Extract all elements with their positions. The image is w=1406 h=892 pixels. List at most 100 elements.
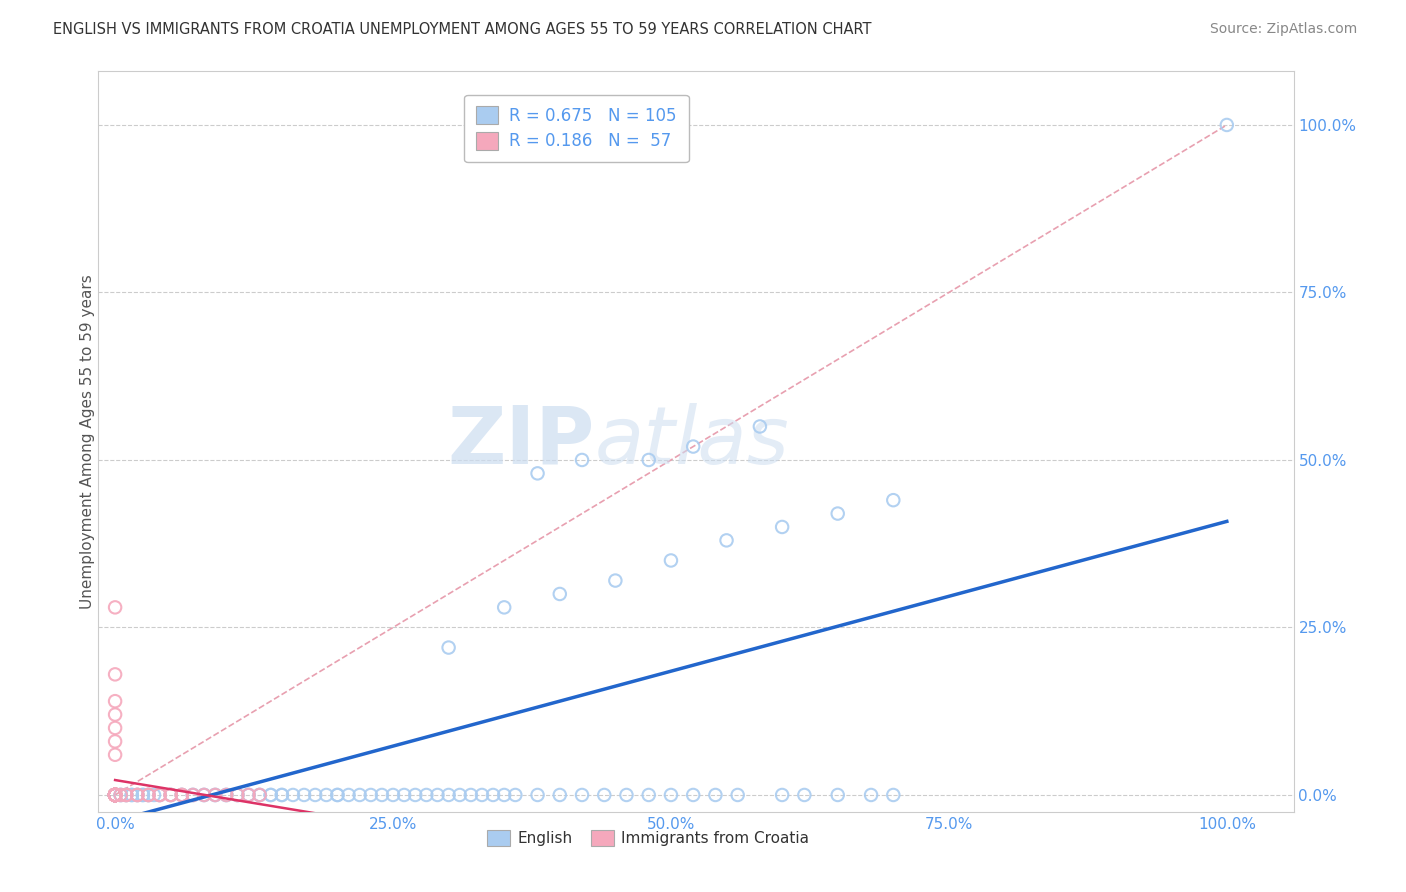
Point xyxy=(159,788,181,802)
Point xyxy=(605,574,627,588)
Point xyxy=(104,788,127,802)
Point xyxy=(392,788,415,802)
Point xyxy=(215,788,238,802)
Point xyxy=(382,788,405,802)
Point xyxy=(104,788,127,802)
Point xyxy=(110,788,132,802)
Point xyxy=(104,788,127,802)
Point xyxy=(104,788,127,802)
Point xyxy=(104,734,127,748)
Point xyxy=(482,788,505,802)
Point xyxy=(104,788,127,802)
Point xyxy=(104,721,127,735)
Point xyxy=(770,520,793,534)
Point xyxy=(727,788,749,802)
Point xyxy=(548,788,571,802)
Point xyxy=(181,788,204,802)
Point xyxy=(415,788,437,802)
Point xyxy=(326,788,349,802)
Point xyxy=(170,788,193,802)
Point xyxy=(110,788,132,802)
Point xyxy=(226,788,249,802)
Point xyxy=(104,788,127,802)
Point xyxy=(159,788,181,802)
Text: Source: ZipAtlas.com: Source: ZipAtlas.com xyxy=(1209,22,1357,37)
Point xyxy=(138,788,160,802)
Point xyxy=(204,788,226,802)
Point xyxy=(121,788,143,802)
Point xyxy=(138,788,160,802)
Point xyxy=(181,788,204,802)
Point xyxy=(104,788,127,802)
Point xyxy=(159,788,181,802)
Point xyxy=(170,788,193,802)
Point xyxy=(716,533,738,548)
Point xyxy=(127,788,149,802)
Point xyxy=(132,788,155,802)
Point xyxy=(104,788,127,802)
Point xyxy=(593,788,616,802)
Point xyxy=(127,788,149,802)
Point xyxy=(659,788,682,802)
Point xyxy=(104,788,127,802)
Point xyxy=(104,788,127,802)
Point xyxy=(204,788,226,802)
Point xyxy=(104,788,127,802)
Point xyxy=(215,788,238,802)
Point xyxy=(104,788,127,802)
Point xyxy=(104,788,127,802)
Point xyxy=(226,788,249,802)
Point xyxy=(148,788,170,802)
Point xyxy=(193,788,215,802)
Point xyxy=(104,788,127,802)
Point xyxy=(104,788,127,802)
Point xyxy=(437,640,460,655)
Point xyxy=(104,747,127,762)
Point xyxy=(827,507,849,521)
Point xyxy=(104,788,127,802)
Point xyxy=(337,788,360,802)
Point xyxy=(104,788,127,802)
Point xyxy=(104,788,127,802)
Point xyxy=(104,788,127,802)
Point xyxy=(682,440,704,454)
Point xyxy=(104,788,127,802)
Point xyxy=(104,788,127,802)
Point xyxy=(360,788,382,802)
Point xyxy=(349,788,371,802)
Point xyxy=(571,788,593,802)
Point xyxy=(104,788,127,802)
Point xyxy=(115,788,138,802)
Y-axis label: Unemployment Among Ages 55 to 59 years: Unemployment Among Ages 55 to 59 years xyxy=(80,274,94,609)
Point xyxy=(548,587,571,601)
Point xyxy=(793,788,815,802)
Point xyxy=(260,788,283,802)
Point xyxy=(104,788,127,802)
Point xyxy=(104,667,127,681)
Point xyxy=(238,788,260,802)
Point xyxy=(170,788,193,802)
Point xyxy=(238,788,260,802)
Point xyxy=(104,788,127,802)
Point xyxy=(860,788,883,802)
Point xyxy=(104,788,127,802)
Point xyxy=(471,788,494,802)
Point xyxy=(505,788,527,802)
Point xyxy=(148,788,170,802)
Point xyxy=(238,788,260,802)
Point xyxy=(104,788,127,802)
Point xyxy=(326,788,349,802)
Point xyxy=(104,788,127,802)
Point xyxy=(449,788,471,802)
Point xyxy=(138,788,160,802)
Legend: English, Immigrants from Croatia: English, Immigrants from Croatia xyxy=(481,824,815,852)
Point xyxy=(249,788,271,802)
Point xyxy=(104,788,127,802)
Point xyxy=(292,788,315,802)
Point xyxy=(460,788,482,802)
Point xyxy=(104,788,127,802)
Point xyxy=(426,788,449,802)
Point xyxy=(104,788,127,802)
Point xyxy=(104,788,127,802)
Point xyxy=(260,788,283,802)
